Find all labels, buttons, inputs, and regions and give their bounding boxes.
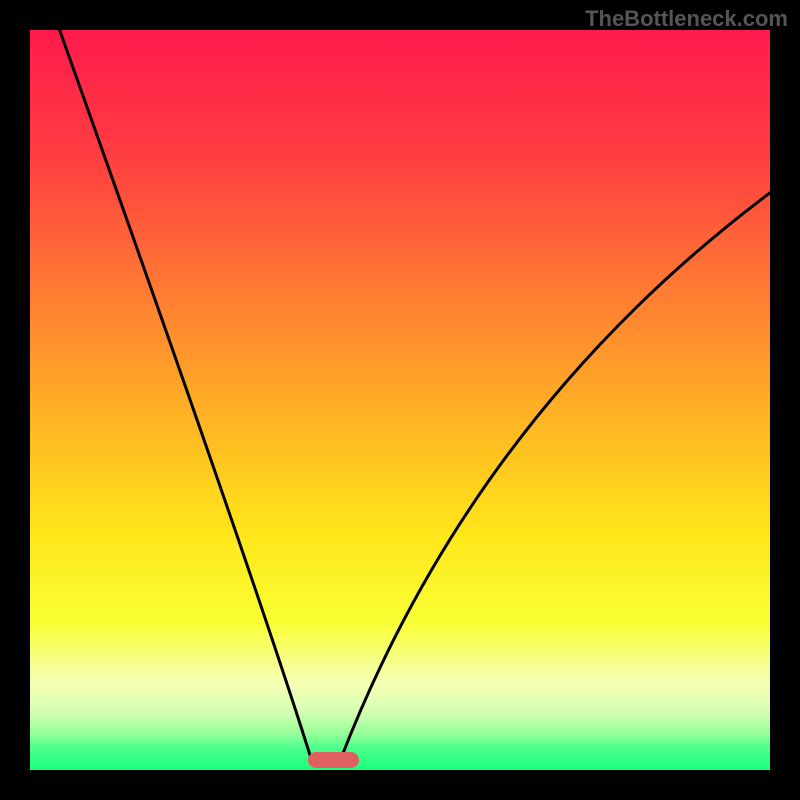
chart-container: TheBottleneck.com — [0, 0, 800, 800]
watermark-text: TheBottleneck.com — [585, 6, 788, 32]
bottleneck-curve — [30, 30, 770, 770]
optimal-marker — [308, 752, 360, 768]
chart-plot-area — [30, 30, 770, 770]
